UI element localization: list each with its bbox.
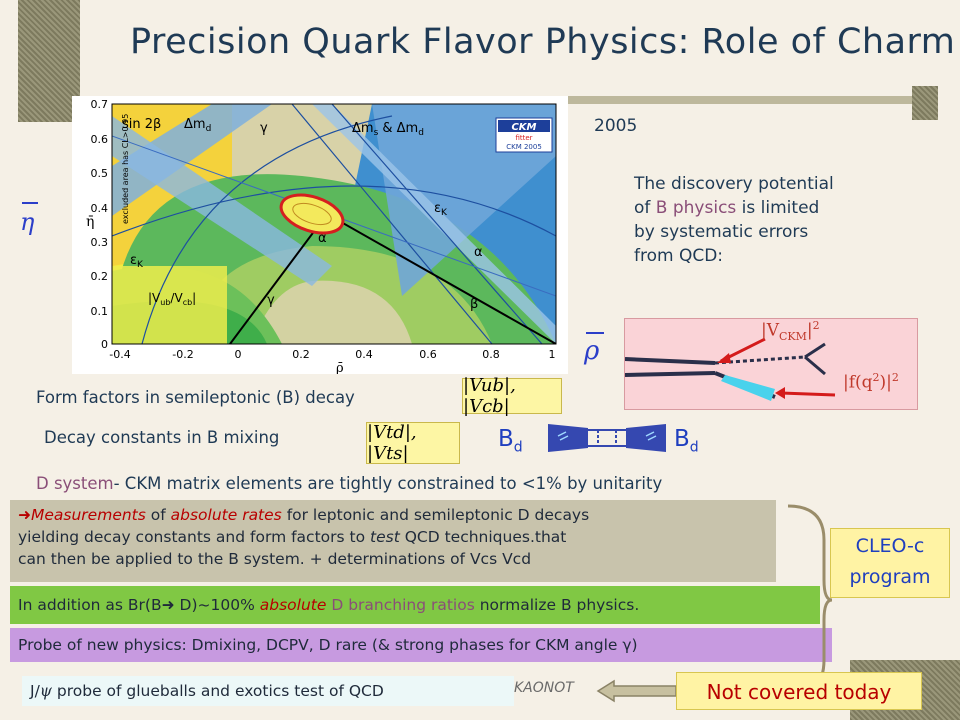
alpha-label-right: α xyxy=(474,245,483,260)
corner-decoration-right xyxy=(912,86,938,120)
page-title: Precision Quark Flavor Physics: Role of … xyxy=(130,22,956,62)
ckm-fit-plot: 0.7 0.6 0.5 0.4 0.3 0.2 0.1 0 -0.4 -0.2 … xyxy=(72,96,568,374)
vckm-label: |VCKM|2 xyxy=(761,319,820,344)
svg-text:CKM: CKM xyxy=(511,122,536,133)
x-tick: 1 xyxy=(549,348,556,361)
x-tick: 0.4 xyxy=(355,348,373,361)
vubvcb-label: |Vub/Vcb| xyxy=(148,291,196,307)
dmd-label: Δmd xyxy=(184,117,211,134)
x-tick: 0 xyxy=(235,348,242,361)
discovery-text: The discovery potential of B physics is … xyxy=(634,174,834,266)
sin2beta-label: sin 2β xyxy=(122,117,161,132)
dms-label: Δms & Δmd xyxy=(352,121,424,138)
decay-constants-text: Decay constants in B mixing xyxy=(44,428,280,447)
bd-label-right: Bd xyxy=(674,426,699,456)
beta-label: β xyxy=(470,297,478,312)
x-axis-label: ρ̄ xyxy=(336,361,344,374)
x-tick: -0.4 xyxy=(109,348,130,361)
y-tick: 0.6 xyxy=(91,133,109,146)
y-tick: 0.5 xyxy=(91,167,109,180)
y-tick: 0.4 xyxy=(91,202,109,215)
jpsi-box: J/ψ probe of glueballs and exotics test … xyxy=(22,676,514,706)
fq2-label: |f(q2)|2 xyxy=(843,371,899,393)
year-label: 2005 xyxy=(594,116,638,136)
y-tick: 0.1 xyxy=(91,305,109,318)
corner-decoration-top xyxy=(18,0,80,122)
not-covered-today-badge: Not covered today xyxy=(676,672,922,710)
epsk-label-right: εK xyxy=(434,201,448,218)
y-tick: 0.2 xyxy=(91,270,109,283)
rho-bar-symbol: ρ xyxy=(584,330,614,370)
svg-text:CKM 2005: CKM 2005 xyxy=(506,143,542,151)
eta-bar-symbol: η xyxy=(20,200,46,240)
decay-constants-formula: |Vtd|, |Vts| xyxy=(366,422,460,464)
probe-box: Probe of new physics: Dmixing, DCPV, D r… xyxy=(10,628,832,662)
y-tick: 0.3 xyxy=(91,236,109,249)
d-system-text: D system- CKM matrix elements are tightl… xyxy=(36,474,663,493)
gamma-bottom-label: γ xyxy=(267,293,275,308)
y-axis-label: η̄ xyxy=(86,214,94,230)
x-tick: 0.6 xyxy=(419,348,437,361)
alpha-label-center: α xyxy=(318,231,327,246)
left-arrow-icon xyxy=(596,679,677,703)
svg-text:fitter: fitter xyxy=(515,134,532,142)
decay-diagram: |VCKM|2 |f(q2)|2 xyxy=(624,318,918,410)
form-factors-text: Form factors in semileptonic (B) decay xyxy=(36,388,355,407)
cleo-c-program-badge: CLEO-c program xyxy=(830,528,950,598)
x-tick: -0.2 xyxy=(172,348,193,361)
measurements-box: ➜Measurements of absolute rates for lept… xyxy=(10,500,776,582)
epsk-label-left: εK xyxy=(130,253,144,270)
ckmfitter-logo: CKM fitter CKM 2005 xyxy=(495,117,553,153)
jpsi-overflow-text: KAONOT xyxy=(514,680,574,696)
x-tick: 0.8 xyxy=(482,348,500,361)
bd-label-left: Bd xyxy=(498,426,523,456)
y-tick: 0.7 xyxy=(91,98,109,111)
excluded-area-note: excluded area has CL>0.95 xyxy=(121,114,130,224)
form-factors-formula: |Vub|, |Vcb| xyxy=(462,375,562,417)
addition-box: In addition as Br(B➜ D)~100% absolute D … xyxy=(10,586,820,624)
x-tick: 0.2 xyxy=(292,348,310,361)
y-tick: 0 xyxy=(101,338,108,351)
b-mixing-box-diagram xyxy=(548,424,666,452)
gamma-top-label: γ xyxy=(260,121,268,136)
curly-brace xyxy=(787,504,832,698)
